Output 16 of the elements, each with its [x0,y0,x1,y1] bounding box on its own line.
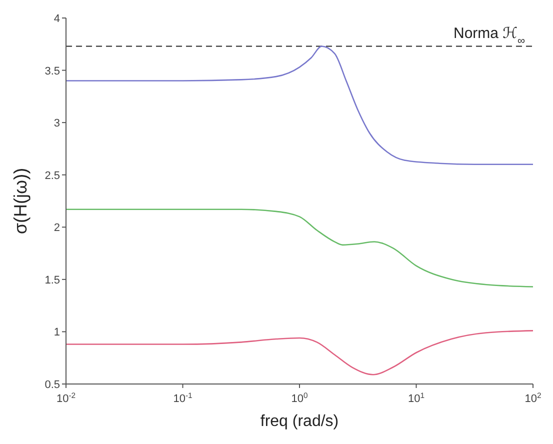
y-axis-title: σ(H(jω)) [10,168,30,234]
y-tick-label: 1 [54,326,60,339]
y-tick-label: 4 [54,13,60,25]
y-tick-label: 0.5 [44,379,60,391]
y-tick-label: 3.5 [44,65,60,78]
x-tick-label: 10$^{-2}$ [56,390,76,405]
x-axis-title: freq (rad/s) [260,413,339,430]
x-tick-label: 10$^{-1}$ [173,390,192,405]
y-tick-label: 3 [54,118,60,130]
x-tick-label: 10$^{0}$ [291,390,308,405]
y-tick-label: 1.5 [44,274,60,286]
y-tick-label: 2.5 [44,170,60,182]
y-tick-label: 2 [54,222,60,234]
ref-line-label: Norma ℋ$_{∞}$ [454,25,526,48]
x-tick-label: 10$^{2}$ [524,390,542,405]
x-tick-label: 10$^{1}$ [408,390,425,405]
